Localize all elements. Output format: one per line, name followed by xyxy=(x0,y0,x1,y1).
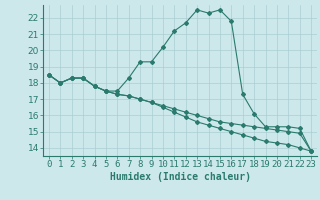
X-axis label: Humidex (Indice chaleur): Humidex (Indice chaleur) xyxy=(109,172,251,182)
